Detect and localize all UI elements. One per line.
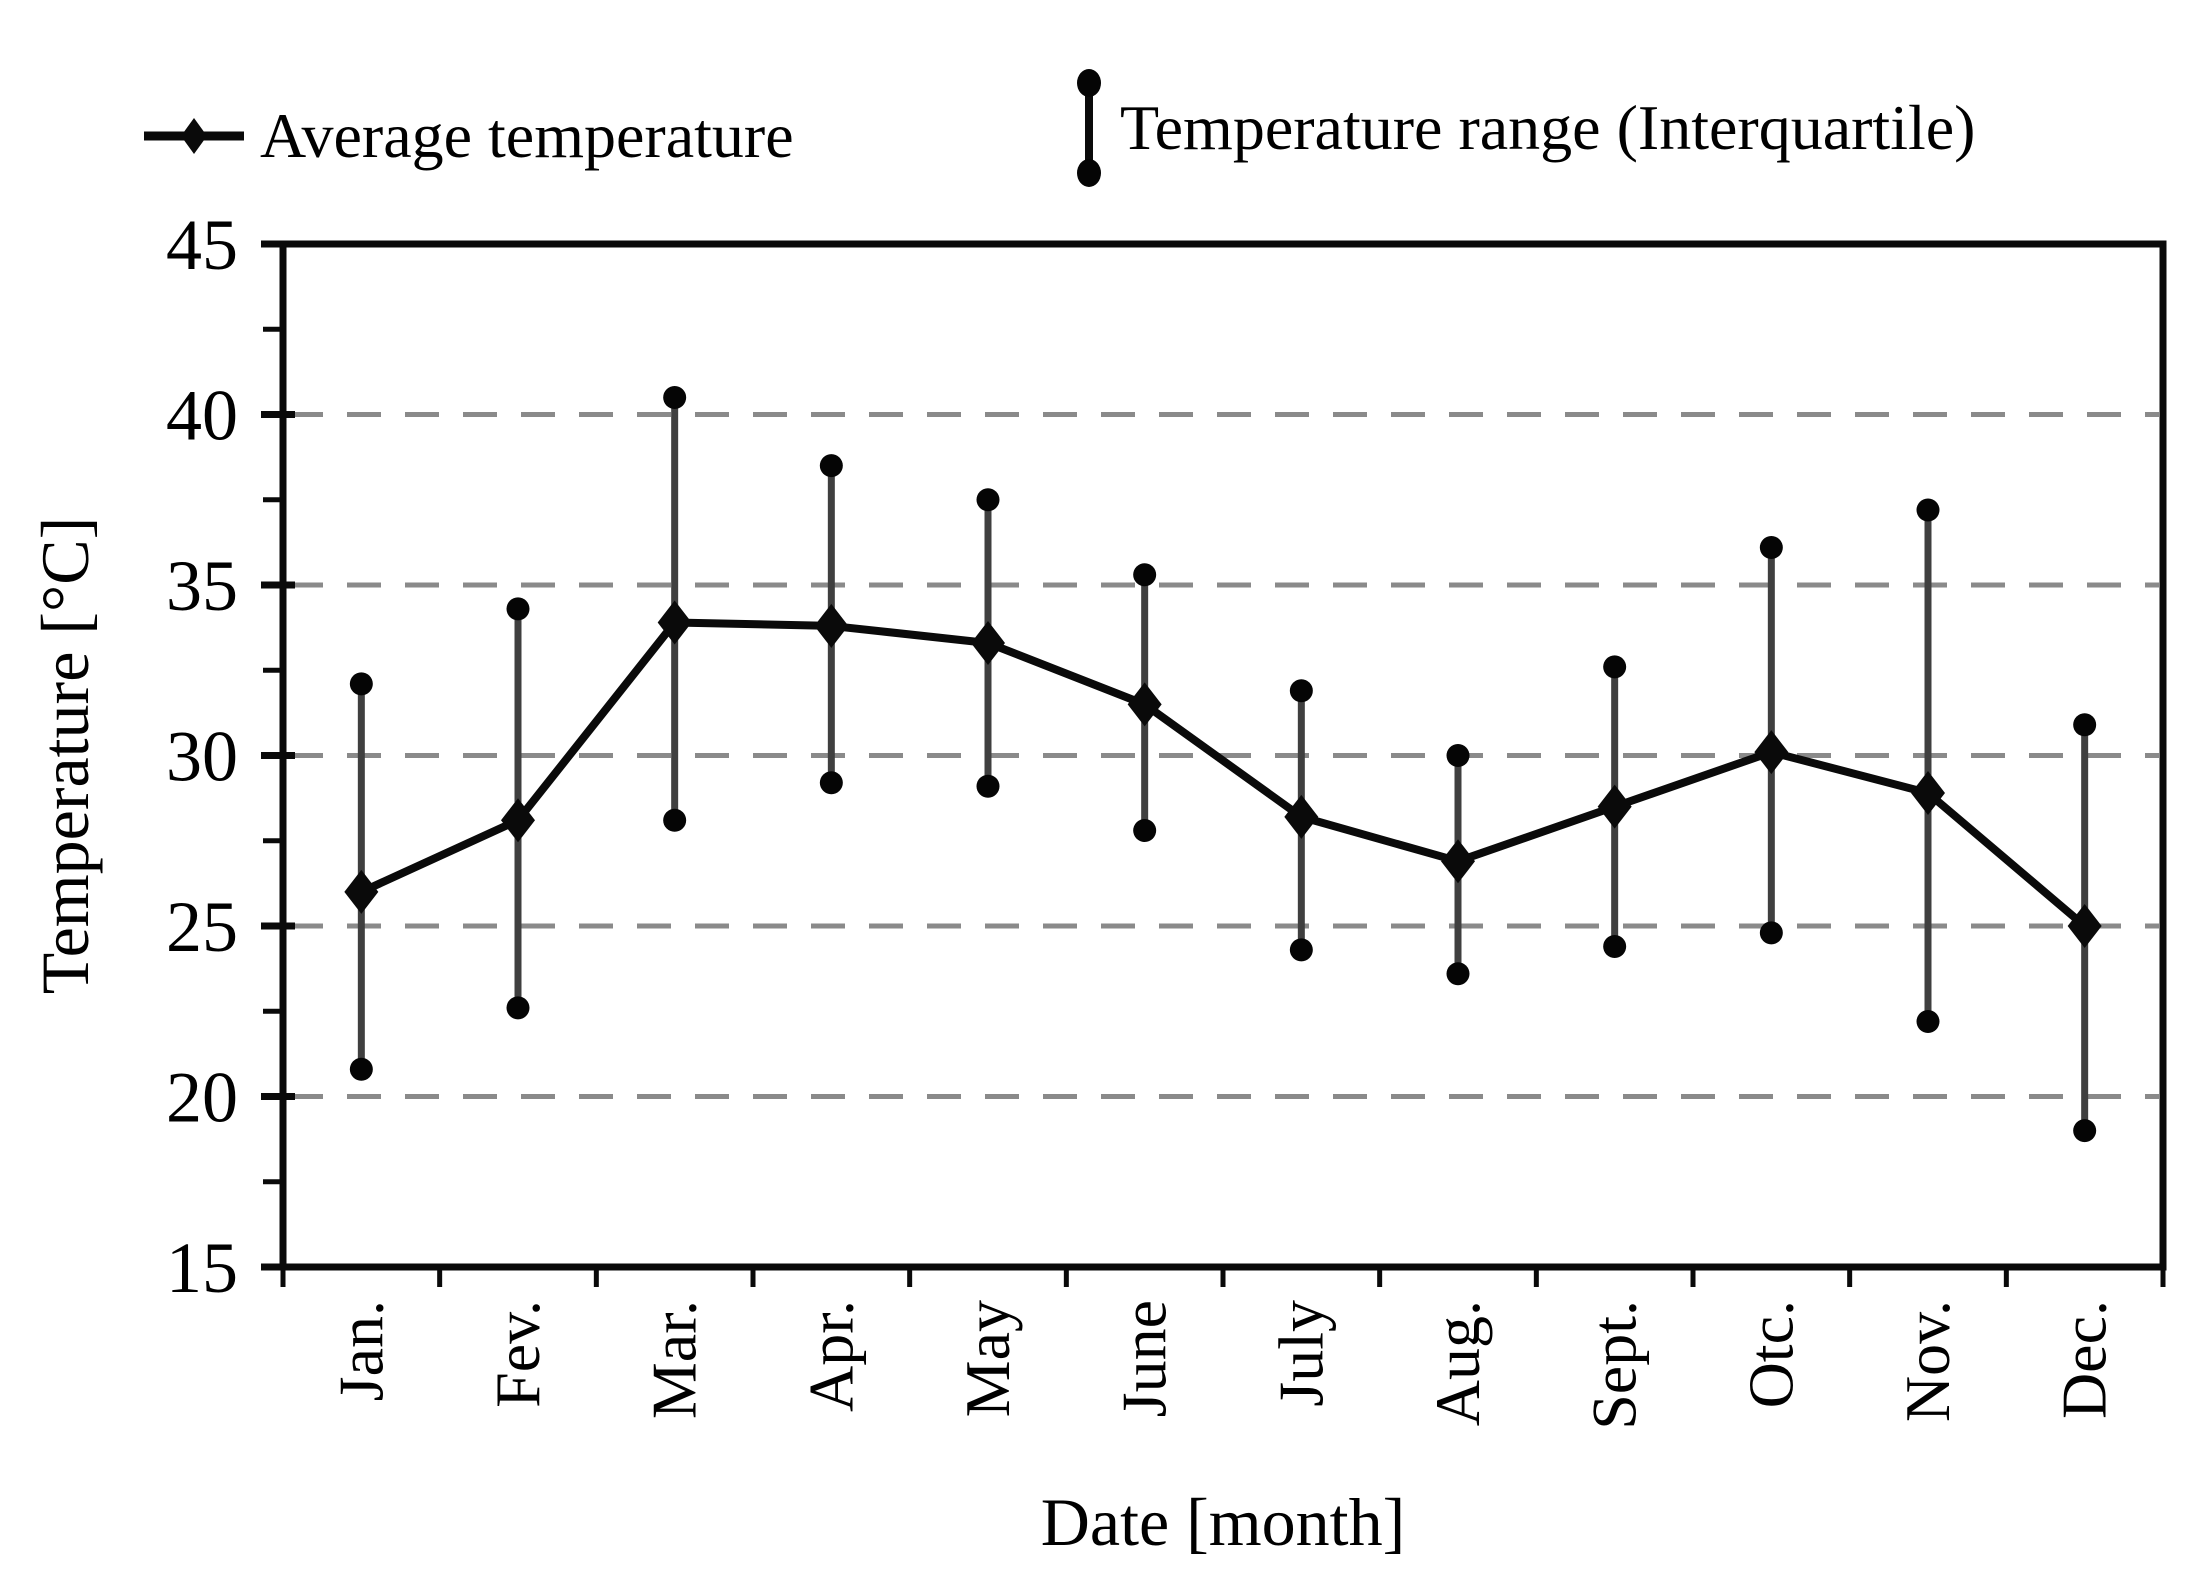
range-lower-dot — [1759, 921, 1783, 945]
range-lower-dot — [1446, 962, 1470, 986]
range-upper-dot — [1759, 535, 1783, 559]
average-marker-Otc — [1754, 730, 1789, 775]
range-upper-dot — [1916, 498, 1940, 522]
y-tick-label-15: 15 — [166, 1228, 238, 1308]
legend-label-temperature-range: Temperature range (Interquartile) — [1120, 92, 1976, 163]
range-lower-dot — [349, 1057, 373, 1081]
x-tick-label-Apr: Apr. — [795, 1300, 866, 1412]
average-marker-Nov — [1911, 771, 1945, 816]
range-lower-dot — [819, 771, 843, 795]
range-upper-dot — [976, 488, 1000, 512]
average-line-diamond-icon — [144, 118, 244, 154]
average-marker-Jan — [344, 869, 379, 914]
x-tick-label-Dec: Dec. — [2049, 1300, 2120, 1419]
average-marker-May — [971, 620, 1005, 665]
interquartile-range-icon — [1077, 69, 1101, 187]
range-lower-dot — [1133, 819, 1157, 843]
x-tick-label-June: June — [1109, 1300, 1180, 1417]
range-upper-dot — [819, 454, 843, 478]
range-lower-dot — [2073, 1119, 2097, 1143]
average-marker-Sept — [1597, 784, 1632, 829]
average-marker-Fev — [501, 798, 535, 843]
range-lower-dot — [1603, 934, 1627, 958]
y-tick-label-35: 35 — [166, 546, 238, 626]
legend-item-temperature-range: Temperature range (Interquartile) — [1072, 68, 1975, 188]
range-lower-dot — [976, 774, 1000, 798]
legend-label-average-temperature: Average temperature — [260, 100, 794, 171]
average-marker-Aug — [1441, 839, 1475, 884]
range-lower-dot — [1289, 938, 1313, 962]
average-temperature-line — [359, 618, 2088, 930]
x-axis-title: Date [month] — [1041, 1484, 1405, 1560]
chart-legend: Average temperature Temperature range (I… — [142, 68, 2142, 228]
range-upper-dot — [1289, 679, 1313, 703]
range-lower-dot — [1916, 1009, 1940, 1033]
range-lower-dot — [663, 808, 687, 832]
x-tick-label-May: May — [952, 1300, 1023, 1417]
x-tick-label-Aug: Aug. — [1422, 1300, 1493, 1426]
x-tick-label-Jan: Jan. — [325, 1300, 396, 1401]
y-tick-label-30: 30 — [166, 717, 238, 797]
average-marker-June — [1127, 682, 1162, 727]
x-tick-label-Nov: Nov. — [1892, 1300, 1963, 1422]
x-tick-label-Sept: Sept. — [1579, 1300, 1650, 1430]
x-tick-label-Fev: Fev. — [482, 1300, 553, 1408]
y-tick-label-25: 25 — [166, 887, 238, 967]
x-tick-label-Otc: Otc. — [1735, 1300, 1806, 1408]
range-upper-dot — [1133, 563, 1157, 587]
range-upper-dot — [1446, 744, 1470, 767]
range-lower-dot — [506, 996, 530, 1020]
range-upper-dot — [506, 597, 530, 621]
range-upper-dot — [1603, 655, 1627, 679]
average-marker-Apr — [814, 603, 849, 648]
y-tick-label-40: 40 — [166, 376, 238, 456]
average-marker-Dec — [2067, 904, 2102, 948]
x-tick-label-Mar: Mar. — [639, 1300, 710, 1419]
range-upper-dot — [663, 385, 687, 409]
average-marker-July — [1284, 794, 1319, 839]
x-tick-label-July: July — [1265, 1300, 1336, 1407]
y-axis-title: Temperature [°C] — [27, 517, 103, 994]
range-upper-dot — [2073, 713, 2097, 737]
average-marker-Mar — [657, 600, 692, 645]
y-tick-label-20: 20 — [166, 1058, 238, 1138]
range-upper-dot — [349, 672, 373, 696]
legend-item-average-temperature: Average temperature — [142, 104, 794, 168]
y-tick-label-45: 45 — [166, 205, 238, 285]
